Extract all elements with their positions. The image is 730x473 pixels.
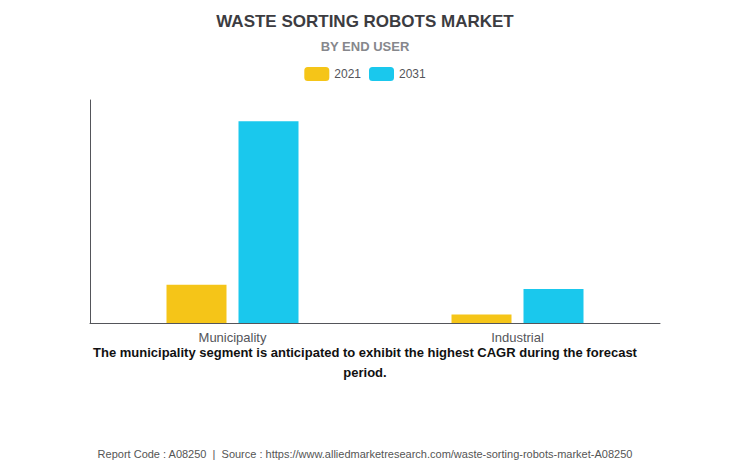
svg-text:The municipality segment is an: The municipality segment is anticipated … (93, 345, 638, 360)
svg-text:WASTE SORTING ROBOTS MARKET: WASTE SORTING ROBOTS MARKET (216, 12, 514, 31)
svg-text:Municipality: Municipality (199, 330, 267, 345)
svg-text:Report Code : A08250 | Sourc: Report Code : A08250 | Source : https://… (98, 448, 633, 460)
svg-text:2031: 2031 (399, 67, 426, 81)
svg-text:Industrial: Industrial (491, 330, 544, 345)
svg-text:BY END USER: BY END USER (321, 39, 410, 54)
svg-text:period.: period. (343, 365, 386, 380)
svg-text:2021: 2021 (334, 67, 361, 81)
